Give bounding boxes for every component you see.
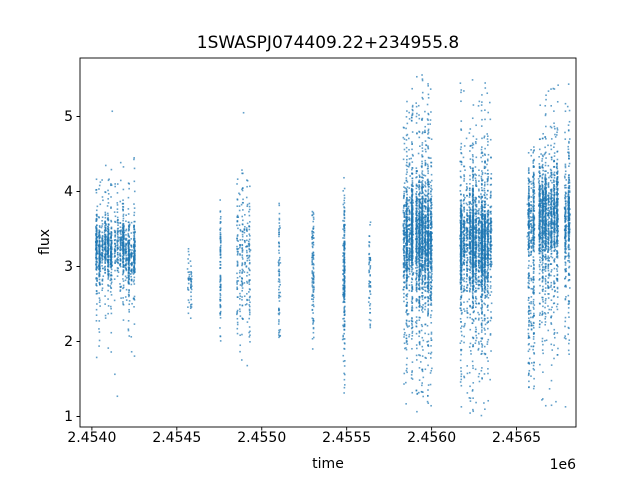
x-tick-label: 2.4550: [237, 430, 287, 446]
x-axis-label: time: [312, 456, 344, 472]
x-tick-label: 2.4545: [152, 430, 202, 446]
y-tick-label: 4: [64, 183, 73, 200]
x-axis-offset-label: 1e6: [549, 457, 576, 473]
y-tick-label: 1: [64, 408, 73, 425]
y-tick-label: 3: [64, 258, 73, 275]
x-tick-label: 2.4555: [322, 430, 372, 446]
y-tick-label: 5: [64, 108, 73, 125]
y-tick-label: 2: [64, 333, 73, 350]
x-tick-label: 2.4560: [407, 430, 457, 446]
chart-title: 1SWASPJ074409.22+234955.8: [196, 33, 460, 53]
x-tick-label: 2.4565: [492, 430, 542, 446]
x-tick-label: 2.4540: [67, 430, 117, 446]
